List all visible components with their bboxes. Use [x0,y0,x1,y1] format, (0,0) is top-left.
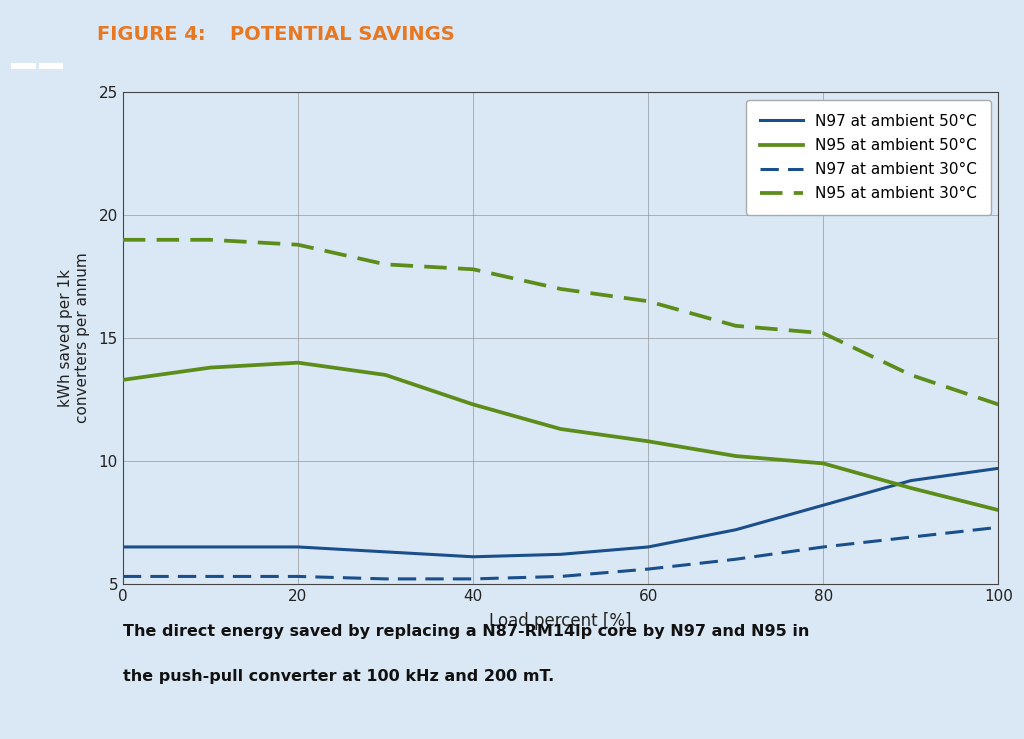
Bar [12,64,35,67]
Text: the push-pull converter at 100 kHz and 200 mT.: the push-pull converter at 100 kHz and 2… [123,669,554,684]
Text: FIGURE 4:: FIGURE 4: [97,25,206,44]
Text: The direct energy saved by replacing a N87-RM14lp core by N97 and N95 in: The direct energy saved by replacing a N… [123,624,809,639]
Bar [12,67,35,68]
Legend: N97 at ambient 50°C, N95 at ambient 50°C, N97 at ambient 30°C, N95 at ambient 30: N97 at ambient 50°C, N95 at ambient 50°C… [746,100,991,215]
X-axis label: Load percent [%]: Load percent [%] [489,612,632,630]
Bar [40,64,62,67]
Bar [40,67,62,68]
Y-axis label: kWh saved per 1k
converters per annum: kWh saved per 1k converters per annum [58,253,90,423]
Text: POTENTIAL SAVINGS: POTENTIAL SAVINGS [230,25,455,44]
